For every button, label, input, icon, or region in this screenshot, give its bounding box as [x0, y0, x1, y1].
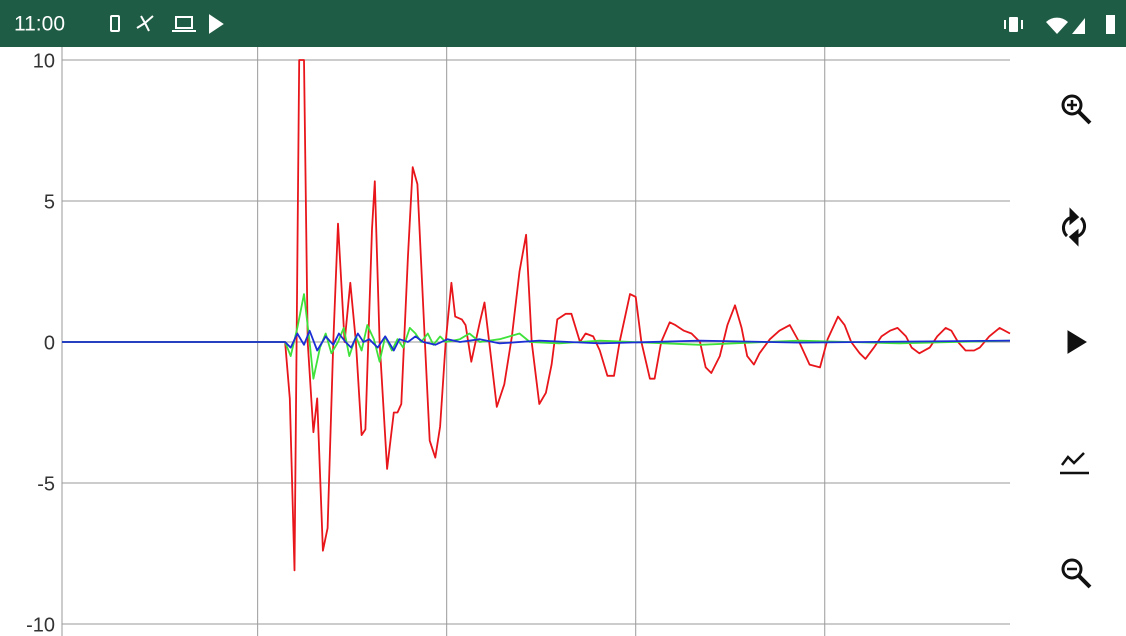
play-button[interactable] — [1068, 331, 1086, 353]
status-time: 11:00 — [14, 13, 65, 36]
data-line — [62, 294, 1010, 379]
status-bar — [0, 0, 1126, 47]
data-line — [62, 60, 1010, 570]
y-tick-label: 5 — [44, 191, 55, 213]
plot: -10 -5 0 5 10 — [26, 47, 1010, 636]
y-tick-label: 10 — [33, 50, 55, 72]
data-line — [62, 331, 1010, 351]
page: {"status_bar": {"time": "11:00"}, "chart… — [0, 0, 1126, 636]
app: 11:00 -10 -5 0 5 10 — [0, 0, 1126, 636]
y-tick-label: -5 — [37, 473, 55, 495]
toolbar — [1060, 96, 1090, 587]
zoom-out-button[interactable] — [1063, 560, 1090, 587]
y-tick-label: 0 — [44, 332, 55, 354]
refresh-button[interactable] — [1063, 211, 1084, 243]
zoom-in-button[interactable] — [1063, 96, 1090, 123]
screen: 11:00 -10-50510 (() => { const data = JS… — [0, 0, 1126, 636]
plot-style-button[interactable] — [1060, 453, 1089, 473]
y-tick-label: -10 — [26, 614, 55, 636]
